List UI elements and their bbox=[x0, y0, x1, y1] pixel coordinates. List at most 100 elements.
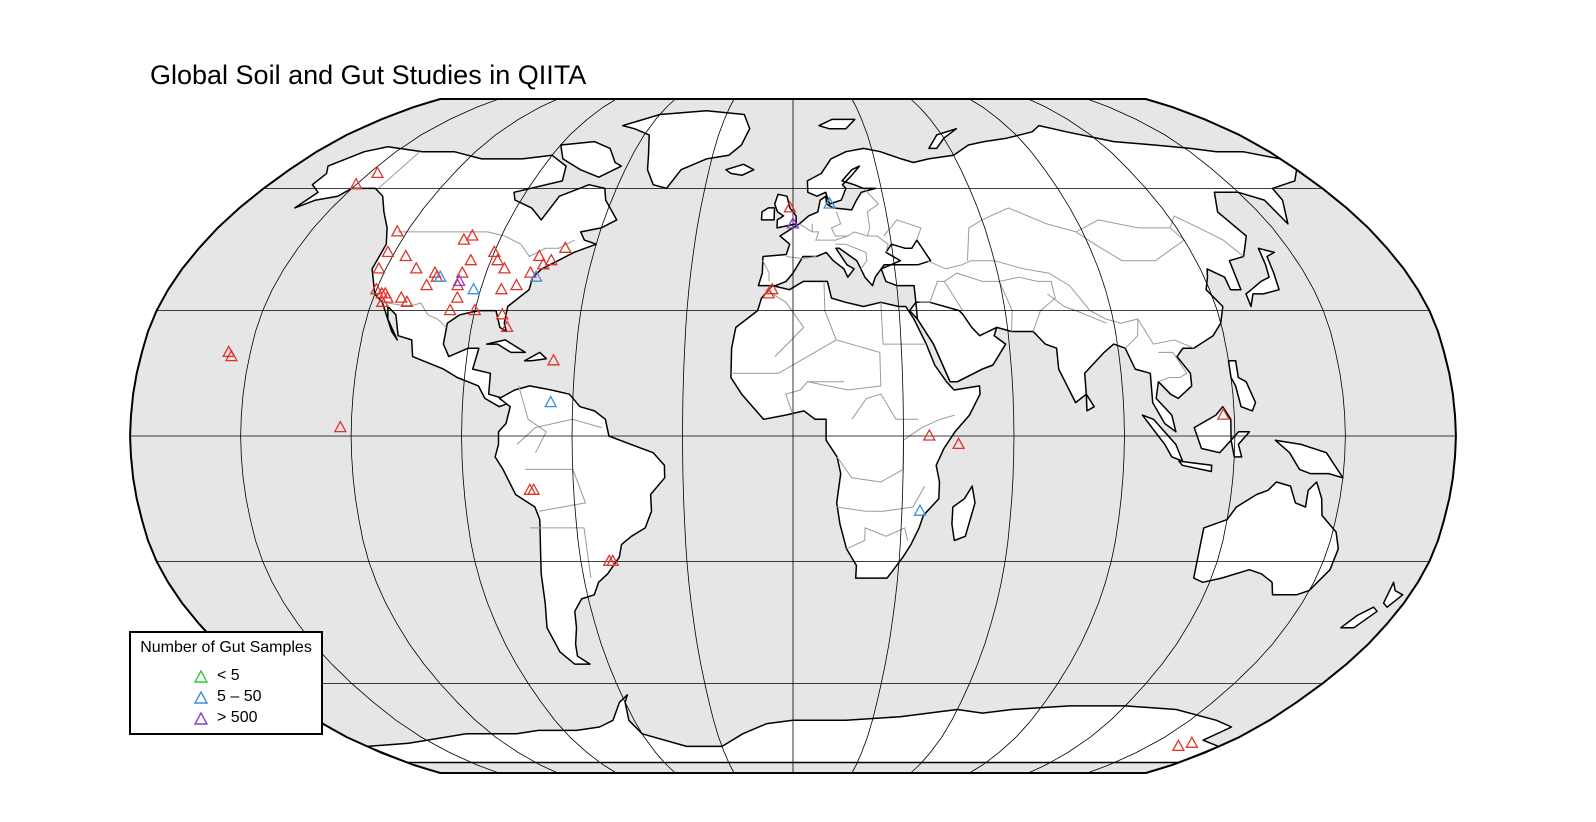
legend-box: Number of Gut Samples < 5 5 – 50 > 500 bbox=[129, 631, 323, 735]
sample-marker-red bbox=[457, 232, 471, 245]
legend-title: Number of Gut Samples bbox=[140, 639, 312, 656]
country-border-12 bbox=[836, 485, 926, 512]
country-border-13 bbox=[846, 527, 909, 550]
sample-marker-blue bbox=[823, 196, 837, 209]
landmass-java bbox=[1178, 460, 1213, 473]
sample-marker-purple bbox=[786, 216, 800, 229]
country-border-7 bbox=[731, 339, 882, 391]
landmass-borneo bbox=[1193, 405, 1232, 454]
country-border-1 bbox=[377, 151, 421, 189]
map-frame bbox=[129, 98, 1457, 774]
country-border-27 bbox=[762, 260, 770, 282]
country-border-0 bbox=[397, 231, 575, 258]
sample-marker-red bbox=[370, 166, 385, 179]
landmass-novaya-zemlya bbox=[928, 127, 958, 150]
sample-marker-red bbox=[380, 290, 394, 303]
landmass-new-zealand-s bbox=[1339, 606, 1378, 629]
country-border-21 bbox=[919, 280, 964, 311]
legend-item-label: 5 – 50 bbox=[217, 688, 262, 705]
landmass-sri-lanka bbox=[1085, 393, 1095, 412]
sample-marker-red bbox=[468, 303, 482, 316]
country-border-29 bbox=[883, 219, 922, 241]
sample-marker-red bbox=[544, 253, 558, 266]
sample-markers bbox=[222, 166, 1230, 752]
triangle-icon-blue bbox=[193, 690, 209, 704]
land-layer bbox=[294, 110, 1404, 764]
country-border-30 bbox=[1124, 318, 1139, 349]
country-border-14 bbox=[785, 381, 845, 416]
sample-marker-blue bbox=[433, 269, 447, 282]
landmass-greenland bbox=[621, 110, 751, 190]
legend-item-label: > 500 bbox=[217, 709, 258, 726]
sample-marker-red bbox=[762, 286, 776, 299]
sample-marker-red bbox=[455, 265, 469, 278]
map-title: Global Soil and Gut Studies in QIITA bbox=[150, 60, 587, 90]
sample-marker-blue bbox=[467, 282, 481, 295]
sample-marker-red bbox=[333, 420, 347, 433]
triangle-icon-purple bbox=[193, 711, 209, 725]
country-border-22 bbox=[863, 188, 889, 253]
sample-marker-red bbox=[372, 261, 386, 274]
sample-marker-red bbox=[532, 249, 546, 262]
landmass-philippines bbox=[1227, 360, 1257, 412]
sample-marker-purple bbox=[452, 274, 466, 287]
sample-marker-red bbox=[443, 303, 457, 316]
country-border-8 bbox=[880, 302, 927, 345]
sample-marker-red bbox=[1185, 735, 1199, 748]
sample-marker-red bbox=[399, 249, 413, 262]
sample-marker-red bbox=[420, 278, 434, 291]
landmass-australia bbox=[1192, 481, 1340, 596]
sample-marker-red bbox=[394, 290, 408, 303]
sample-marker-red bbox=[450, 290, 464, 303]
landmass-japan bbox=[1245, 247, 1280, 308]
sample-marker-red bbox=[952, 437, 966, 450]
sample-marker-red bbox=[922, 428, 936, 441]
sample-marker-red bbox=[558, 240, 572, 253]
sample-marker-red bbox=[409, 261, 423, 274]
sample-marker-red bbox=[491, 253, 505, 266]
sample-marker-red bbox=[369, 282, 383, 295]
country-border-16 bbox=[927, 260, 1194, 349]
landmass-north-america bbox=[294, 145, 618, 408]
country-border-28 bbox=[835, 243, 868, 270]
landmass-svalbard bbox=[818, 118, 856, 130]
sample-marker-red bbox=[765, 282, 779, 295]
landmass-ireland bbox=[760, 207, 776, 221]
sample-marker-red bbox=[224, 349, 238, 362]
landmass-arabia-cap bbox=[915, 301, 1007, 383]
sample-marker-red bbox=[390, 224, 404, 237]
sample-marker-red bbox=[495, 307, 509, 320]
sample-marker-red bbox=[546, 353, 561, 366]
sample-marker-red bbox=[381, 245, 395, 258]
landmass-madagascar bbox=[951, 485, 976, 542]
sample-marker-red bbox=[1216, 407, 1230, 420]
sample-marker-red bbox=[400, 294, 414, 307]
country-border-20 bbox=[944, 272, 1000, 282]
country-border-4 bbox=[525, 468, 587, 512]
sample-marker-red bbox=[602, 554, 616, 567]
sample-marker-red bbox=[465, 228, 479, 241]
country-border-6 bbox=[518, 385, 547, 453]
landmass-baffin-island bbox=[560, 140, 623, 178]
map-border bbox=[129, 98, 1457, 774]
country-border-32 bbox=[1047, 293, 1107, 324]
sample-marker-blue bbox=[913, 503, 927, 516]
country-border-23 bbox=[830, 211, 868, 237]
sample-marker-blue bbox=[544, 395, 558, 408]
sample-marker-red bbox=[509, 278, 524, 291]
sample-marker-red bbox=[487, 245, 501, 258]
country-border-25 bbox=[799, 223, 813, 233]
sample-marker-red bbox=[523, 265, 538, 278]
country-border-26 bbox=[786, 256, 817, 260]
sample-marker-red bbox=[1171, 739, 1185, 752]
sample-marker-red bbox=[375, 294, 389, 307]
sample-marker-red bbox=[349, 177, 363, 190]
triangle-icon-green bbox=[193, 669, 209, 683]
sample-marker-red bbox=[464, 253, 478, 266]
country-border-10 bbox=[764, 289, 805, 357]
legend-item-label: < 5 bbox=[217, 667, 240, 684]
landmass-new-zealand-n bbox=[1382, 581, 1404, 608]
sample-marker-red bbox=[494, 282, 508, 295]
landmass-iceland bbox=[725, 163, 755, 177]
